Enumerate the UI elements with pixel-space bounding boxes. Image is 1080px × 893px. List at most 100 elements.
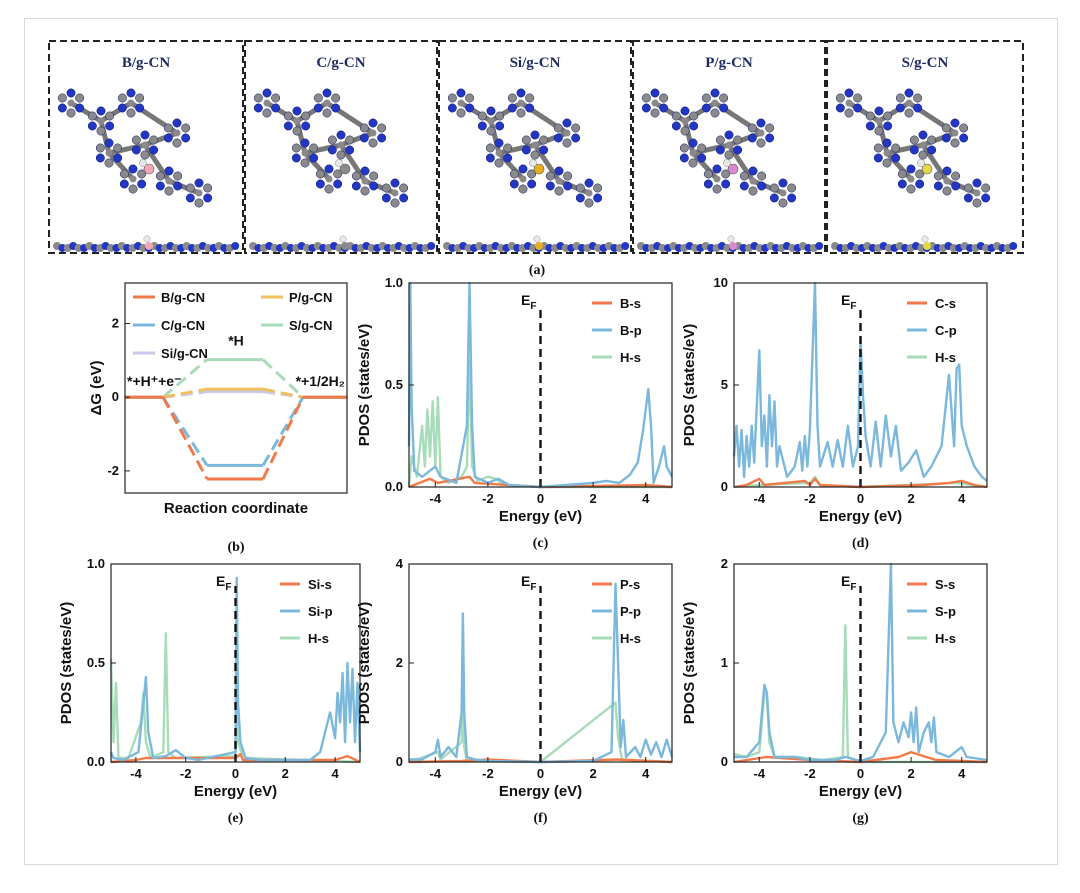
x-tick-label: 0 [232, 766, 239, 781]
atom [563, 171, 573, 181]
atom [951, 181, 961, 191]
atom [721, 169, 731, 179]
atom [126, 88, 136, 98]
atom [494, 158, 504, 168]
atom [963, 183, 973, 193]
atom [126, 108, 136, 118]
bond [98, 120, 112, 154]
bond [107, 151, 135, 181]
atom [137, 169, 147, 179]
atom [701, 93, 711, 103]
chart-g-pdos: EF S-s S-p H-s 0 1 2 -4 -2 0 2 4 Energy (eV) PDOS (st… [681, 556, 988, 826]
legend-label: H-s [935, 350, 956, 365]
atom [117, 93, 127, 103]
y-tick-label: 0.0 [87, 754, 105, 769]
atom [322, 88, 332, 98]
atom [129, 175, 137, 183]
x-tick-label: -2 [180, 766, 192, 781]
atom [679, 153, 689, 163]
pdos-line-C-s [733, 477, 988, 489]
pdos-line-S-p [734, 562, 988, 763]
fermi-subscript: F [530, 301, 536, 312]
atom [584, 198, 594, 208]
bond [142, 143, 172, 183]
atom [324, 184, 334, 194]
y-tick-label: 2 [112, 316, 119, 331]
atom [688, 158, 698, 168]
atom [313, 93, 323, 103]
atom [719, 103, 729, 113]
atom [301, 111, 311, 121]
panel-caption: (f) [534, 811, 548, 826]
atom [292, 106, 302, 116]
atom [873, 153, 883, 163]
atom [447, 93, 457, 103]
atom [203, 193, 213, 203]
dopant-atom [729, 242, 737, 250]
atom [203, 183, 213, 193]
fermi-label: EF [216, 573, 231, 593]
legend-label: B-p [620, 323, 642, 338]
atom [973, 189, 981, 197]
atom [593, 183, 603, 193]
bond [108, 142, 146, 156]
bond [340, 130, 374, 148]
atom [507, 93, 517, 103]
legend-label: Si-p [308, 604, 333, 619]
atom [291, 143, 301, 153]
atom [164, 186, 174, 196]
y-tick-label: 2 [396, 655, 403, 670]
atom [905, 99, 913, 107]
atom [701, 103, 711, 113]
atom [563, 181, 573, 191]
atom [891, 143, 901, 153]
atom [309, 143, 319, 153]
hydrogen-atom [139, 159, 147, 167]
atom [181, 133, 191, 143]
atom [195, 189, 203, 197]
dopant-atom [341, 242, 349, 250]
molecule-side-view [831, 235, 1018, 252]
chart-c-pdos: EF B-s B-p H-s 0.0 0.5 1.0 -4 -2 0 2 4 Energy (eV) PD… [356, 275, 674, 551]
atom [950, 118, 960, 128]
atom [689, 149, 697, 157]
atom [769, 193, 779, 203]
atom [447, 103, 457, 113]
atom [883, 149, 891, 157]
bond [692, 142, 730, 156]
figure-container: B/g-CN C/g-CN Si/g-CN P/g-CN [24, 18, 1058, 865]
atom [749, 177, 757, 185]
atom [465, 103, 475, 113]
atom [119, 179, 129, 189]
atom [972, 178, 982, 188]
atom [333, 169, 343, 179]
atom [465, 93, 475, 103]
atom [689, 121, 699, 131]
atom [650, 108, 660, 118]
dopant-atom [535, 242, 543, 250]
atom [155, 181, 165, 191]
x-tick-label: 2 [589, 766, 596, 781]
y-tick-label: 0.5 [87, 655, 105, 670]
atom [113, 153, 123, 163]
x-tick-label: 4 [642, 491, 650, 506]
atom [185, 183, 195, 193]
plot-frame [124, 282, 348, 494]
atom [715, 145, 725, 155]
dopant-atom [339, 163, 351, 175]
atom [104, 138, 114, 148]
atom [325, 175, 333, 183]
legend-label: H-s [308, 631, 329, 646]
atom [950, 138, 960, 148]
atom [293, 117, 301, 125]
x-axis-label: Energy (eV) [499, 783, 582, 800]
atom [710, 88, 720, 98]
atom [301, 149, 309, 157]
atom [66, 88, 76, 98]
atom [778, 178, 788, 188]
atom [345, 135, 355, 145]
atom [262, 108, 272, 118]
atom [844, 108, 854, 118]
y-axis-label: PDOS (states/eV) [356, 324, 373, 447]
legend-label: S-s [935, 577, 955, 592]
